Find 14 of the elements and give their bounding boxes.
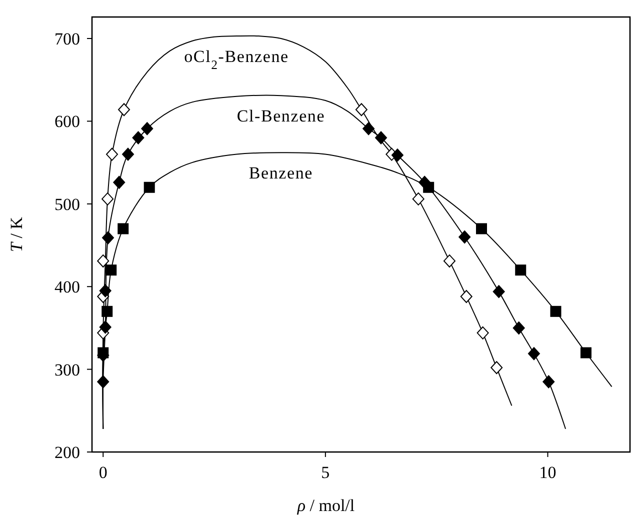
y-tick-label: 200 xyxy=(54,443,80,462)
series-label: Cl-Benzene xyxy=(236,106,326,126)
x-tick-label: 10 xyxy=(539,463,556,482)
x-tick-label: 0 xyxy=(98,463,108,482)
y-tick-label: 500 xyxy=(54,194,80,214)
x-axis-title: ρ / mol/l xyxy=(296,496,355,515)
y-tick-label: 700 xyxy=(54,30,80,48)
series-label: Benzene xyxy=(248,164,314,183)
y-tick-label: 300 xyxy=(54,360,80,380)
x-tick-label: 5 xyxy=(321,463,330,482)
y-tick-label: 600 xyxy=(54,112,80,132)
y-axis-title: T / K xyxy=(7,216,26,252)
series-label: oCl$_{2}$-Benzene xyxy=(184,47,289,72)
y-tick-label: 400 xyxy=(54,278,80,297)
